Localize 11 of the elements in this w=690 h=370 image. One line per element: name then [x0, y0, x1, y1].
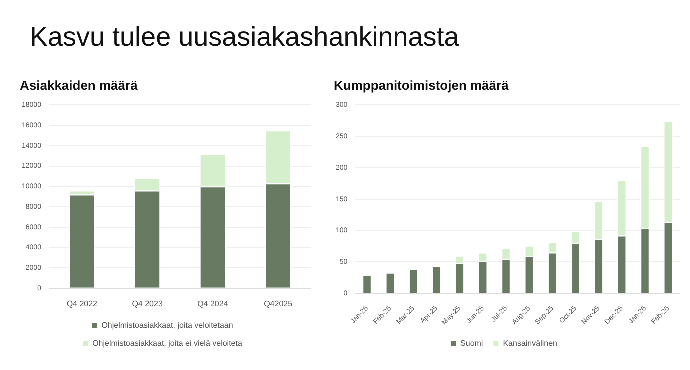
x-tick-label: Q4 2023: [132, 299, 164, 308]
x-tick-label: Q42025: [264, 299, 294, 308]
chart-title: Kumppanitoimistojen määrä: [334, 78, 510, 93]
legend-label: Kansainvälinen: [503, 339, 558, 348]
text: Kasvu tulee uusasiakashankinnasta: [30, 22, 460, 53]
legend-label: Ohjelmistoasiakkaat, joita ei vielä veloiteta: [92, 339, 243, 348]
chart-title: Asiakkaiden määrä: [20, 78, 139, 93]
x-tick-label: Q4 2022: [66, 299, 98, 308]
x-tick-label: Q4 2024: [198, 299, 229, 308]
legend-label: Ohjelmistoasiakkaat, joita veloitetaan: [102, 321, 234, 330]
legend-label: Suomi: [460, 339, 484, 348]
